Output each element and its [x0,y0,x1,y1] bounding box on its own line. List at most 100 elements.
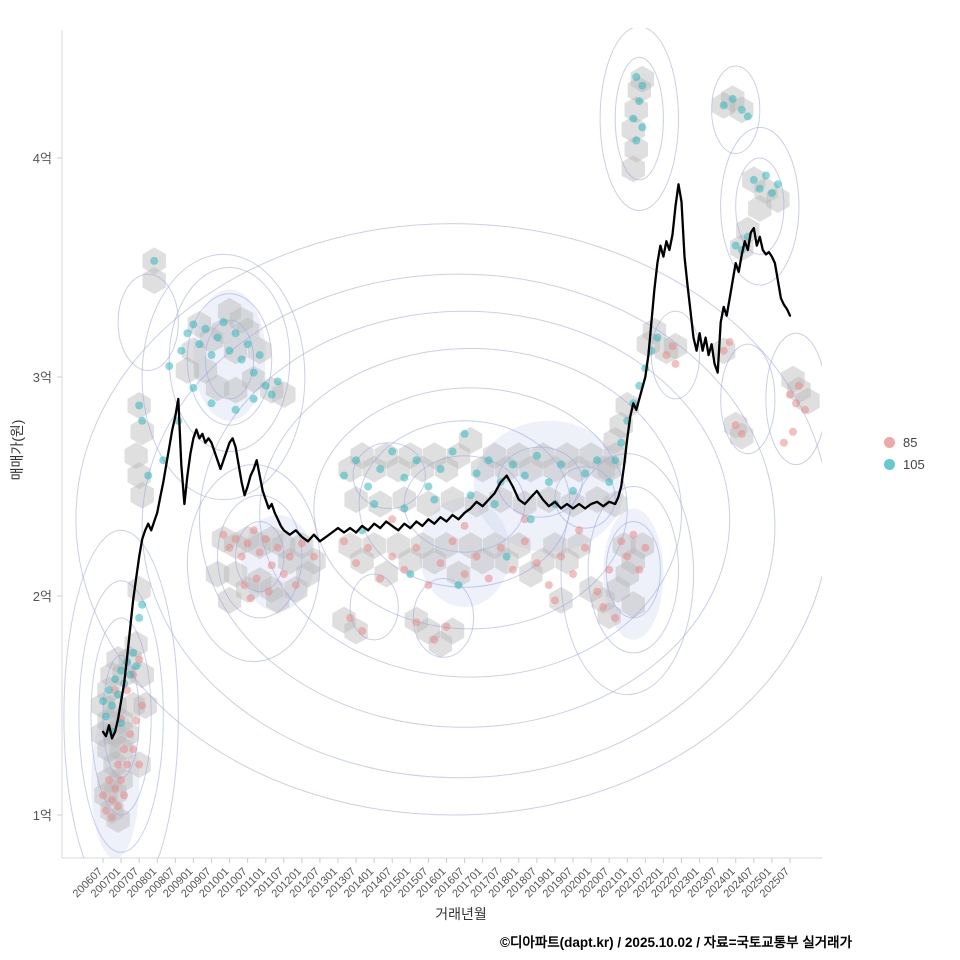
scatter-point-85 [575,526,584,535]
scatter-point-85 [611,613,620,622]
scatter-point-85 [436,559,445,568]
scatter-point-85 [786,390,794,399]
scatter-point-85 [605,565,614,574]
density-contour [554,466,616,529]
scatter-point-85 [725,338,734,346]
source-caption: ©디아파트(dapt.kr) / 2025.10.02 / 자료=국토교통부 실… [500,935,852,950]
scatter-point-105 [653,333,662,342]
hexbin-cell [199,326,224,354]
density-contour [358,420,571,588]
scatter-point-85 [273,543,282,552]
scatter-point-85 [120,745,129,754]
hexbin-cell [296,560,320,588]
hexbin-cell [440,486,465,514]
hexbin-cell [368,490,392,518]
scatter-point-105 [412,456,421,465]
scatter-point-85 [792,399,800,408]
scatter-point-85 [297,539,306,548]
y-tick-label: 2억 [33,589,52,604]
scatter-point-105 [635,97,644,106]
hexbin-cell [130,418,154,446]
scatter-point-105 [132,662,141,671]
scatter-point-105 [755,184,764,193]
hexbin-cell [344,617,368,645]
scatter-point-85 [376,574,385,583]
density-contour [412,578,475,658]
scatter-point-85 [138,701,147,710]
scatter-point-85 [412,543,421,552]
scatter-point-85 [114,802,123,811]
scatter-point-105 [605,478,614,487]
density-contour [141,253,306,501]
scatter-point-105 [638,81,647,90]
scatter-point-105 [159,456,168,465]
scatter-point-105 [406,570,415,579]
hexbin-cell [106,805,130,833]
density-contour [117,273,179,371]
scatter-point-105 [632,73,641,81]
hexbin-cell [106,646,130,673]
scatter-point-85 [671,359,680,368]
scatter-point-105 [569,486,577,495]
trend-line [101,183,792,740]
density-contour [765,332,822,466]
density-fill [91,705,140,858]
scatter-point-105 [638,123,647,132]
hexbin-cell [332,606,356,634]
scatter-point-105 [138,416,147,425]
hexbin-cell [386,532,410,560]
hexbin-cell [130,481,154,509]
scatter-point-85 [599,603,608,611]
scatter-point-105 [466,491,475,500]
scatter-point-105 [460,429,469,438]
scatter-point-105 [249,394,258,403]
density-contour [560,453,695,696]
scatter-point-105 [237,355,246,364]
hexbin-cell [127,462,151,490]
legend-marker-105 [884,459,895,470]
scatter-point-85 [635,565,644,574]
scatter-point-85 [249,526,258,535]
scatter-point-85 [291,581,300,590]
density-fill [193,289,266,421]
scatter-point-105 [231,405,240,414]
scatter-point-85 [108,813,116,822]
hexbin-cell [142,267,166,295]
scatter-point-105 [400,504,409,513]
scatter-point-105 [728,94,737,103]
scatter-point-105 [617,438,626,447]
density-contour [650,310,701,400]
scatter-point-85 [352,559,361,568]
scatter-point-85 [569,570,577,579]
hexbin-cell [446,560,471,588]
hexbin-cell [124,442,148,470]
hexbin-cell [748,194,772,222]
scatter-point-85 [617,537,626,546]
scatter-point-85 [99,791,107,800]
scatter-point-105 [767,189,776,197]
scatter-point-85 [285,552,294,561]
scatter-point-85 [496,543,505,552]
scatter-point-105 [144,471,153,480]
hexbin-cell [350,547,374,575]
scatter-point-105 [352,456,361,465]
scatter-point-85 [135,655,144,664]
hexbin-cell [606,575,630,603]
hexbin-cell [519,560,543,588]
legend-item-85: 85 [884,435,925,450]
scatter-point-85 [430,635,439,644]
scatter-point-85 [264,587,273,596]
hexbin-cell [127,575,151,603]
hexbin-cell [217,297,242,325]
scatter-point-85 [400,565,409,574]
scatter-point-85 [544,581,553,590]
hexbin-cell [754,177,778,205]
hexbin-cell [736,216,760,244]
scatter-point-105 [502,552,511,561]
hexbin-cell [229,306,254,334]
scatter-point-105 [261,381,270,390]
scatter-point-85 [117,776,126,784]
scatter-point-105 [207,399,216,408]
hexbin-cell [579,575,603,603]
